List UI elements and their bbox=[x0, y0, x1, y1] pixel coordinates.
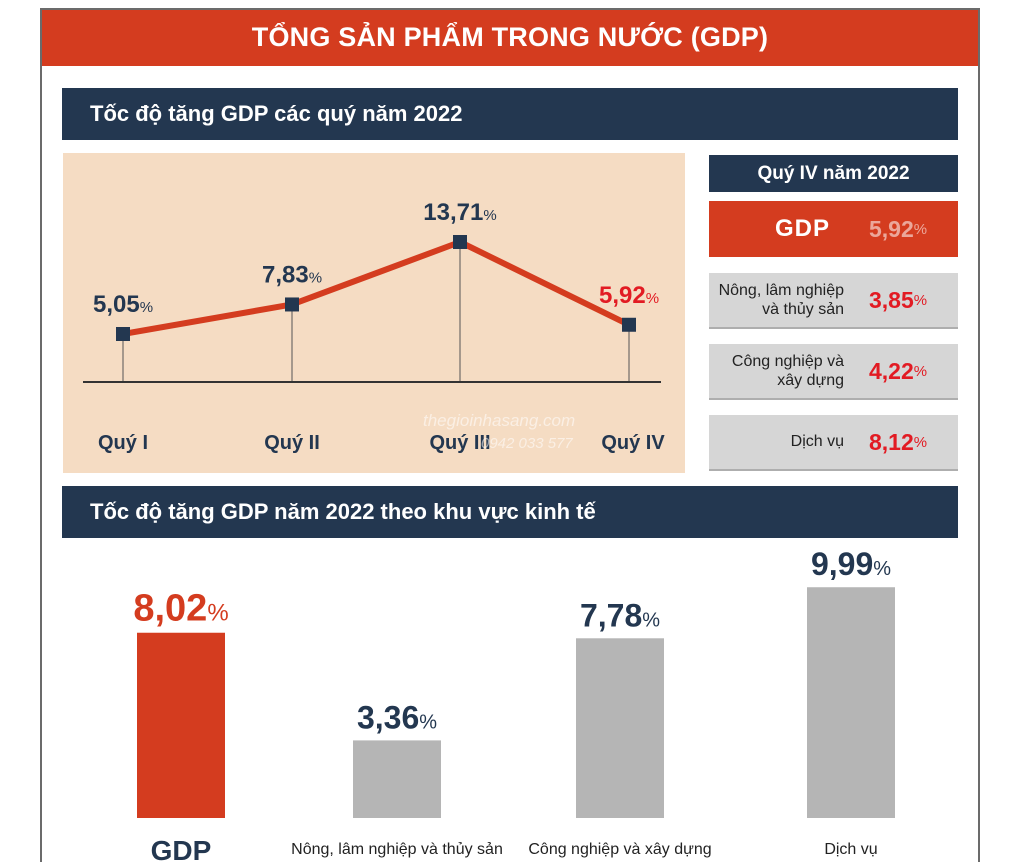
x-tick-label: Quý I bbox=[98, 432, 148, 454]
main-title: TỔNG SẢN PHẨM TRONG NƯỚC (GDP) bbox=[40, 8, 980, 66]
bar bbox=[137, 632, 225, 818]
line-chart-svg: 5,05% Quý I 7,83% Quý II 13,71% Quý III 5,92% Q… bbox=[83, 199, 665, 454]
data-label: 9,99% bbox=[811, 546, 891, 582]
data-label: 8,02% bbox=[133, 588, 228, 630]
data-label: 3,36% bbox=[357, 699, 437, 735]
bar bbox=[807, 587, 895, 818]
sector-bar-chart: 8,02% GDP 3,36% Nông, lâm nghiệp và thủy sả… bbox=[62, 538, 958, 862]
quarterly-line-chart: 5,05% Quý I 7,83% Quý II 13,71% Quý III 5,92% Q… bbox=[63, 153, 685, 473]
x-tick-label: GDP bbox=[151, 835, 212, 862]
page-frame bbox=[40, 8, 980, 862]
data-point bbox=[622, 317, 636, 332]
x-tick-label: Dịch vụ bbox=[824, 841, 877, 858]
q4-card-agriculture: Nông, lâm nghiệp và thủy sản 3,85% bbox=[709, 273, 958, 329]
q4-card-value: 4,22% bbox=[869, 357, 928, 384]
x-tick-label: Công nghiệp và xây dựng bbox=[528, 841, 711, 858]
gdp-logo: GDP bbox=[775, 215, 831, 242]
data-point bbox=[116, 327, 130, 341]
data-label: 7,78% bbox=[580, 597, 660, 633]
data-label: 5,92% bbox=[599, 282, 659, 309]
bar bbox=[576, 638, 664, 818]
section-title-sectors: Tốc độ tăng GDP năm 2022 theo khu vực ki… bbox=[62, 486, 958, 538]
q4-card-label: Nông, lâm nghiệp và thủy sản bbox=[718, 281, 844, 318]
watermark-phone: 0942 033 577 bbox=[481, 435, 573, 452]
data-label: 5,05% bbox=[93, 291, 153, 318]
data-label: 7,83% bbox=[262, 261, 322, 288]
section-title-quarterly: Tốc độ tăng GDP các quý năm 2022 bbox=[62, 88, 958, 140]
series-line bbox=[122, 239, 631, 337]
bar bbox=[353, 740, 441, 818]
x-tick-label: Nông, lâm nghiệp và thủy sản bbox=[291, 841, 503, 858]
q4-card-label: Dịch vụ bbox=[790, 433, 844, 451]
q4-card-gdp: GDP 5,92% bbox=[709, 201, 958, 257]
q4-card-value: 8,12% bbox=[869, 428, 928, 455]
data-point bbox=[285, 297, 299, 312]
q4-panel-title: Quý IV năm 2022 bbox=[709, 155, 958, 192]
watermark-site: thegioinhasang.com bbox=[423, 411, 576, 430]
data-point bbox=[453, 235, 467, 249]
x-tick-label: Quý III bbox=[429, 432, 490, 454]
q4-card-value: 3,85% bbox=[869, 286, 928, 313]
x-tick-label: Quý IV bbox=[601, 432, 665, 454]
q4-card-label: Công nghiệp và xây dựng bbox=[731, 352, 844, 389]
bar-chart-svg: 8,02% GDP 3,36% Nông, lâm nghiệp và thủy sả… bbox=[133, 546, 895, 862]
q4-gdp-value: 5,92% bbox=[869, 215, 928, 242]
x-tick-label: Quý II bbox=[264, 432, 320, 454]
data-label: 13,71% bbox=[423, 199, 496, 226]
q4-card-services: Dịch vụ 8,12% bbox=[709, 415, 958, 471]
q4-card-industry: Công nghiệp và xây dựng 4,22% bbox=[709, 344, 958, 400]
